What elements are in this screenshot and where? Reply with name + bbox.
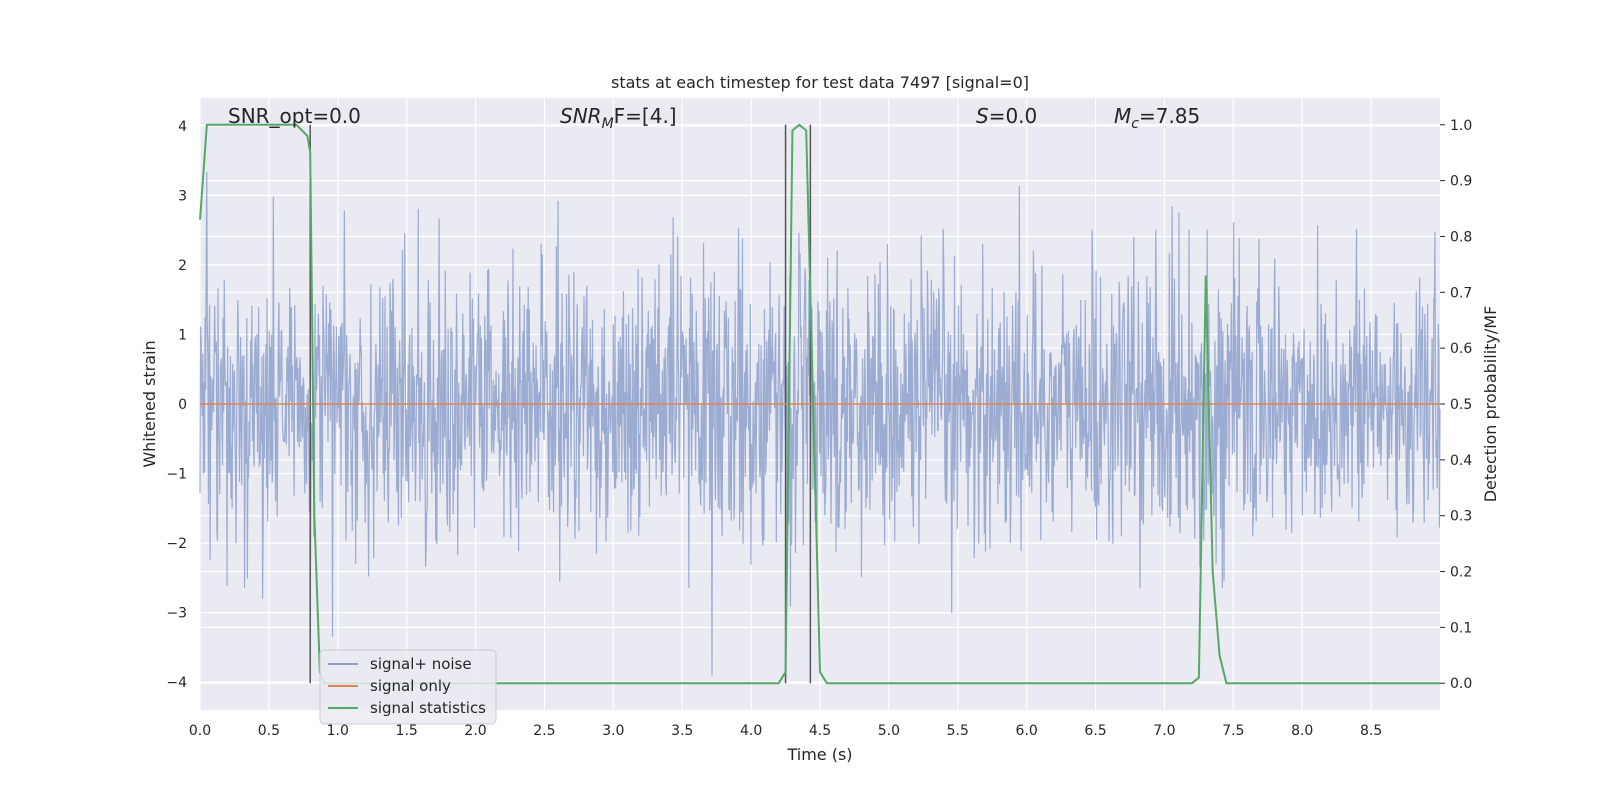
legend: signal+ noise signal only signal statist…: [319, 649, 497, 725]
y-tick-label: 3: [178, 188, 187, 204]
x-tick-label: 3.5: [671, 723, 693, 739]
x-tick-label: 5.5: [947, 723, 969, 739]
x-tick-label: 1.0: [327, 723, 349, 739]
x-tick-label: 8.0: [1291, 723, 1313, 739]
y-tick-label: 1: [178, 327, 187, 343]
y2-tick-label: 0.5: [1450, 397, 1472, 413]
tick-labels-layer: 0.0 0.5 1.0 1.5 2.0 2.5 3.0 3.5 4.0 4.5 5.0 5.5 6.0 6…: [166, 118, 1472, 739]
x-tick-label: 2.0: [464, 723, 486, 739]
s-tail: =0.0: [989, 104, 1038, 128]
y2-tick-label: 0.7: [1450, 285, 1472, 301]
x-tick-label: 4.5: [809, 723, 831, 739]
mc-main: M: [1114, 104, 1131, 128]
x-tick-label: 6.5: [1084, 723, 1106, 739]
y2-tick-label: 0.4: [1450, 453, 1472, 469]
y-tick-label: −1: [166, 467, 187, 483]
legend-label-signal-statistics: signal statistics: [370, 699, 486, 717]
x-tick-label: 0.0: [189, 723, 211, 739]
mc-sub: c: [1131, 116, 1139, 132]
x-tick-label: 3.0: [602, 723, 624, 739]
snr-mf-main: SNR: [560, 104, 602, 128]
signal-statistics-line: [199, 123, 1440, 685]
y2-tick-label: 0.3: [1450, 509, 1472, 525]
signal-noise-line: [199, 171, 1441, 676]
legend-box: [319, 649, 497, 725]
x-tick-label: 6.0: [1016, 723, 1038, 739]
y-tick-label: −3: [166, 606, 187, 622]
y-tick-label: 2: [178, 258, 187, 274]
annotation-mc: Mc=7.85: [1114, 104, 1200, 132]
signal-statistics-layer: [199, 123, 1440, 685]
legend-label-signal-noise: signal+ noise: [370, 655, 472, 673]
s-italic: S: [976, 104, 989, 128]
y-axis-label: Whitened strain: [140, 340, 159, 467]
y2-axis-label: Detection probability/MF: [1481, 306, 1500, 503]
y2-tick-label: 0.6: [1450, 341, 1472, 357]
x-tick-label: 8.5: [1360, 723, 1382, 739]
x-tick-label: 1.5: [396, 723, 418, 739]
y2-tick-label: 1.0: [1450, 118, 1472, 134]
signal-noise-layer: [199, 171, 1441, 676]
annotation-snr-opt: SNR_opt=0.0: [228, 104, 361, 128]
y2-tick-label: 0.0: [1450, 676, 1472, 692]
y-tick-label: 4: [178, 119, 187, 135]
annotation-snr-mf: SNRMF=[4.]: [560, 104, 677, 132]
x-tick-label: 0.5: [258, 723, 280, 739]
y-tick-label: −2: [166, 536, 187, 552]
legend-label-signal-only: signal only: [370, 677, 451, 695]
annotation-s: S=0.0: [976, 104, 1037, 128]
snr-mf-tail: F=[4.]: [614, 104, 677, 128]
y-tick-label: 0: [178, 397, 187, 413]
x-tick-label: 2.5: [533, 723, 555, 739]
y2-tick-label: 0.9: [1450, 174, 1472, 190]
x-tick-label: 7.5: [1222, 723, 1244, 739]
y-tick-label: −4: [166, 675, 187, 691]
x-axis-label: Time (s): [786, 745, 852, 764]
y2-tick-label: 0.1: [1450, 620, 1472, 636]
x-tick-label: 4.0: [740, 723, 762, 739]
mc-tail: =7.85: [1139, 104, 1200, 128]
snr-mf-sub: M: [602, 116, 614, 132]
x-tick-label: 7.0: [1153, 723, 1175, 739]
y2-tick-label: 0.2: [1450, 565, 1472, 581]
y2-tick-label: 0.8: [1450, 229, 1472, 245]
chart-title: stats at each timestep for test data 749…: [611, 73, 1029, 92]
x-tick-label: 5.0: [878, 723, 900, 739]
